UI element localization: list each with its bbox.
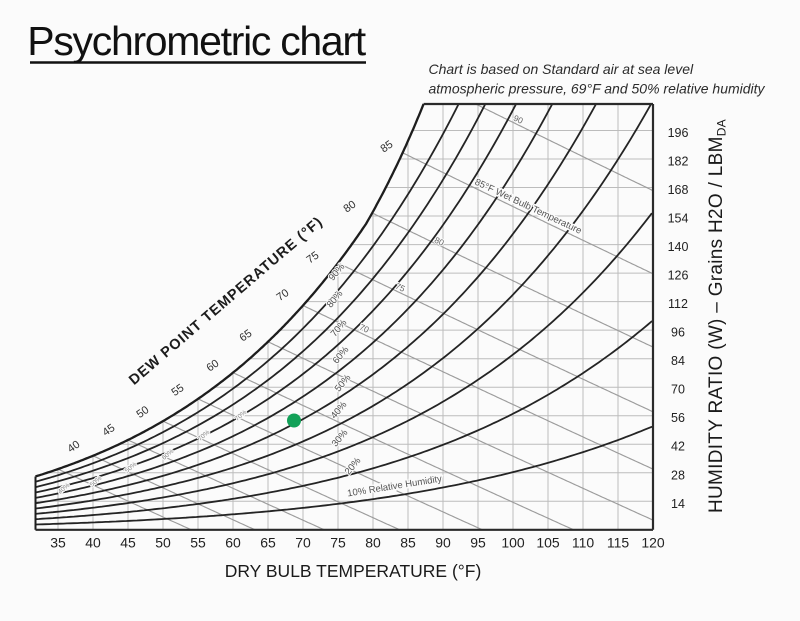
svg-text:Psychrometric chart: Psychrometric chart [27, 18, 366, 64]
svg-text:75: 75 [330, 535, 346, 551]
svg-text:40: 40 [85, 535, 101, 551]
svg-text:140: 140 [668, 240, 689, 254]
svg-text:65: 65 [237, 327, 254, 344]
svg-text:DRY BULB TEMPERATURE (°F): DRY BULB TEMPERATURE (°F) [225, 561, 482, 581]
svg-text:105: 105 [536, 535, 560, 551]
svg-text:45: 45 [100, 422, 117, 439]
svg-text:110: 110 [572, 535, 595, 551]
svg-text:HUMIDITY RATIO (W) – Grains H2: HUMIDITY RATIO (W) – Grains H2O / LBMDA [706, 119, 729, 513]
svg-text:50: 50 [134, 404, 151, 421]
svg-text:120: 120 [641, 535, 665, 551]
svg-text:85: 85 [378, 138, 395, 155]
svg-text:70: 70 [671, 383, 685, 397]
svg-text:40: 40 [65, 438, 82, 455]
svg-text:56: 56 [671, 411, 685, 425]
svg-text:42: 42 [671, 440, 685, 454]
svg-text:96: 96 [671, 326, 685, 340]
svg-text:154: 154 [668, 212, 689, 226]
svg-text:168: 168 [668, 183, 689, 197]
svg-text:80: 80 [365, 535, 381, 551]
svg-text:196: 196 [668, 126, 689, 140]
svg-text:Chart is based on Standard air: Chart is based on Standard air at sea le… [429, 61, 694, 77]
svg-text:112: 112 [668, 297, 688, 311]
svg-text:35: 35 [50, 535, 66, 551]
svg-text:60: 60 [225, 535, 241, 551]
svg-text:84: 84 [671, 354, 685, 368]
svg-text:95: 95 [470, 535, 486, 551]
svg-text:100: 100 [501, 535, 525, 551]
svg-text:65: 65 [260, 535, 276, 551]
svg-text:90: 90 [435, 535, 451, 551]
svg-text:85: 85 [400, 535, 416, 551]
svg-text:70: 70 [274, 287, 291, 304]
svg-text:126: 126 [668, 269, 689, 283]
svg-text:80: 80 [341, 198, 358, 215]
svg-text:60: 60 [204, 357, 221, 374]
svg-text:75: 75 [304, 249, 321, 266]
svg-text:55: 55 [169, 382, 186, 399]
svg-text:70: 70 [295, 535, 311, 551]
svg-text:50: 50 [155, 535, 171, 551]
svg-text:182: 182 [668, 155, 689, 169]
svg-text:atmospheric pressure, 69°F and: atmospheric pressure, 69°F and 50% relat… [429, 81, 766, 97]
svg-text:45: 45 [120, 535, 136, 551]
svg-text:14: 14 [671, 497, 685, 511]
svg-text:115: 115 [607, 535, 630, 551]
svg-text:28: 28 [671, 468, 685, 482]
svg-text:55: 55 [190, 535, 206, 551]
